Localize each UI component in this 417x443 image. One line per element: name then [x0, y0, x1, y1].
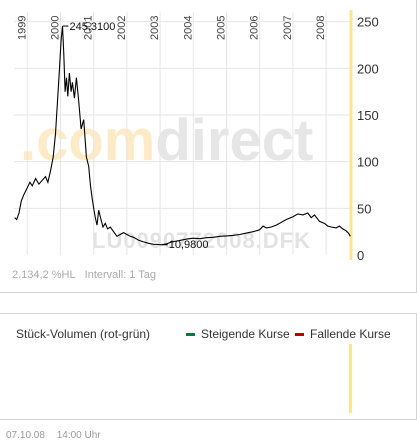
timestamp-date: 07.10.08	[6, 430, 45, 441]
change-percent: 2.134,2 %HL	[12, 269, 76, 281]
y-tick-label: 100	[357, 155, 379, 170]
x-tick-label: 1999	[16, 16, 28, 40]
interval-label: Intervall: 1 Tag	[84, 269, 157, 281]
svg-text:.comdirect: .comdirect	[20, 108, 313, 173]
watermark-suffix: direct	[155, 108, 313, 173]
legend-falling: Fallende Kurse	[295, 327, 391, 341]
rising-swatch	[186, 332, 195, 336]
x-tick-label: 2001	[83, 16, 95, 40]
price-chart-panel: .comdirect LU0090772008.DFK 1999 2000 2001…	[0, 0, 417, 293]
x-tick-label: 2006	[249, 16, 261, 40]
price-series-line	[14, 25, 351, 246]
volume-panel: Stück-Volumen (rot-grün) Steigende Kurse…	[0, 313, 417, 420]
x-tick-label: 2002	[116, 16, 128, 40]
legend-rising: Steigende Kurse	[186, 327, 290, 341]
volume-title: Stück-Volumen (rot-grün)	[16, 327, 151, 341]
volume-axis	[349, 344, 352, 413]
y-tick-label: 150	[357, 108, 379, 123]
y-tick-label: 200	[357, 61, 379, 76]
timestamp: 07.10.08 14:00 Uhr	[6, 430, 110, 441]
grid	[14, 12, 351, 255]
x-tick-label: 2005	[215, 16, 227, 40]
x-tick-label: 2008	[315, 16, 327, 40]
x-tick-label: 2004	[182, 16, 194, 40]
y-tick-label: 0	[357, 248, 364, 263]
price-chart: .comdirect LU0090772008.DFK 1999 2000 2001…	[14, 10, 379, 263]
isin-watermark: LU0090772008.DFK	[92, 228, 311, 253]
y-tick-label: 50	[357, 201, 371, 216]
timestamp-time: 14:00 Uhr	[56, 430, 101, 441]
comdirect-watermark: .comdirect	[20, 108, 313, 173]
legend-rising-label: Steigende Kurse	[201, 327, 290, 341]
legend-falling-label: Fallende Kurse	[310, 327, 391, 341]
annotation-label: 10,9800	[169, 239, 209, 251]
chart-footer: 2.134,2 %HL Intervall: 1 Tag	[12, 269, 162, 281]
y-tick-label: 250	[357, 15, 379, 30]
x-tick-label: 2007	[282, 16, 294, 40]
annotation-label: 245,3100	[69, 21, 115, 33]
falling-swatch	[295, 332, 304, 336]
x-tick-label: 2003	[149, 16, 161, 40]
x-tick-label: 2000	[49, 16, 61, 40]
